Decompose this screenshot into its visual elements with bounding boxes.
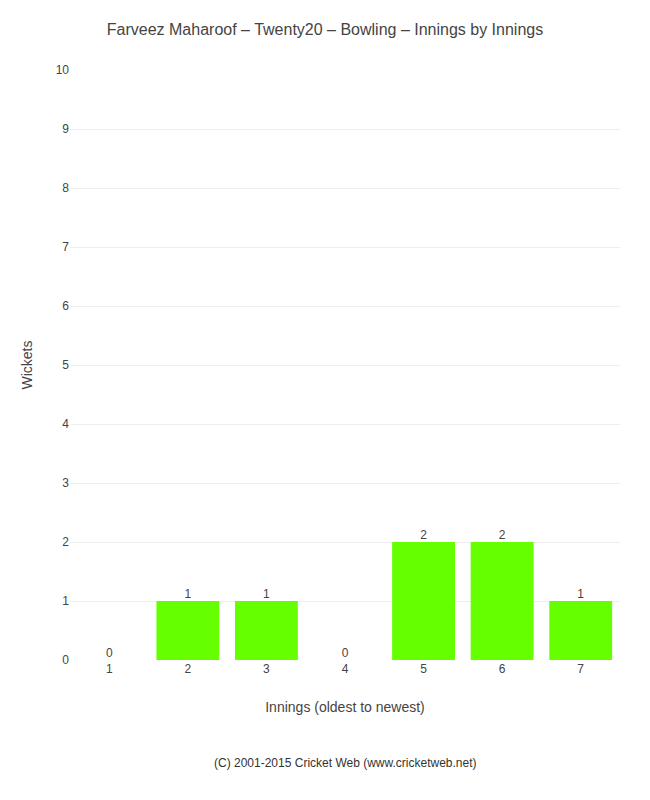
svg-text:1: 1: [577, 587, 584, 601]
svg-text:7: 7: [62, 240, 69, 254]
svg-text:1: 1: [106, 662, 113, 676]
svg-text:3: 3: [62, 476, 69, 490]
svg-text:7: 7: [577, 662, 584, 676]
svg-text:Innings (oldest to newest): Innings (oldest to newest): [265, 699, 425, 715]
svg-text:Wickets: Wickets: [19, 341, 35, 390]
svg-text:8: 8: [62, 181, 69, 195]
svg-text:(C) 2001-2015 Cricket Web (www: (C) 2001-2015 Cricket Web (www.cricketwe…: [214, 756, 477, 770]
svg-text:0: 0: [62, 653, 69, 667]
svg-text:1: 1: [185, 587, 192, 601]
svg-text:2: 2: [62, 535, 69, 549]
svg-text:6: 6: [62, 299, 69, 313]
svg-text:Farveez Maharoof – Twenty20 –: Farveez Maharoof – Twenty20 – Bowling – …: [107, 21, 543, 38]
svg-text:2: 2: [420, 528, 427, 542]
svg-text:4: 4: [62, 417, 69, 431]
svg-text:4: 4: [342, 662, 349, 676]
svg-text:5: 5: [62, 358, 69, 372]
svg-text:0: 0: [106, 646, 113, 660]
svg-text:5: 5: [420, 662, 427, 676]
svg-text:1: 1: [62, 594, 69, 608]
svg-text:1: 1: [263, 587, 270, 601]
svg-text:3: 3: [263, 662, 270, 676]
svg-text:9: 9: [62, 122, 69, 136]
svg-text:0: 0: [342, 646, 349, 660]
svg-text:2: 2: [499, 528, 506, 542]
svg-text:6: 6: [499, 662, 506, 676]
svg-text:10: 10: [56, 63, 70, 77]
svg-text:2: 2: [185, 662, 192, 676]
